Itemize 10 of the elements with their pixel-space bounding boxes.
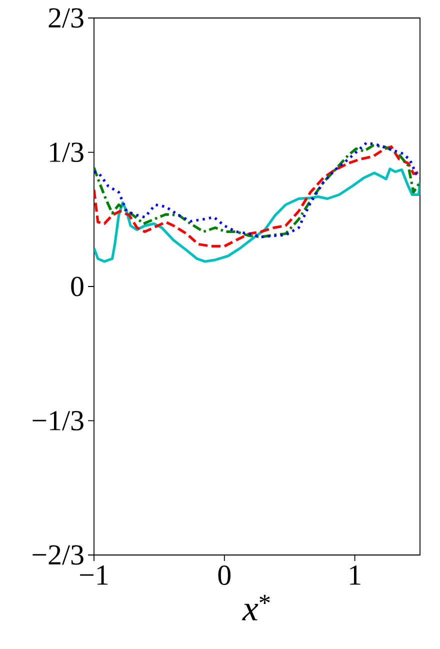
line-series — [94, 168, 420, 263]
x-tick-label: 0 — [218, 566, 231, 586]
y-tick-label: 0 — [71, 276, 84, 296]
y-tick-label: 1/3 — [50, 142, 84, 162]
y-tick-label: −1/3 — [32, 411, 84, 430]
y-tick-label: −2/3 — [32, 545, 84, 565]
x-tick-label: −1 — [80, 566, 108, 585]
y-tick-label: 2/3 — [48, 8, 84, 28]
x-tick-label: 1 — [350, 566, 360, 585]
x-axis-title: x$^{*}$ — [242, 594, 270, 620]
